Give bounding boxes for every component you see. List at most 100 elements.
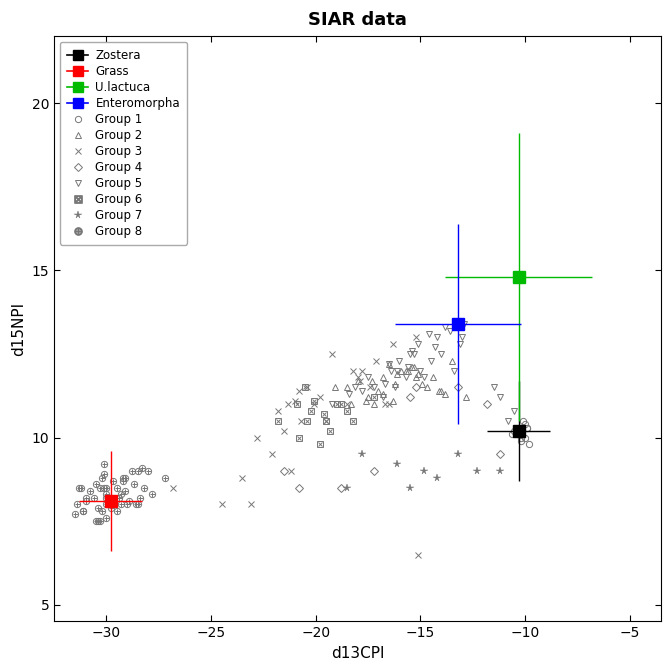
Group 7 [454,450,462,458]
Group 2 [370,400,378,408]
Group 4 [412,383,420,391]
Group 4 [337,484,345,492]
X-axis label: d13CPI: d13CPI [331,646,384,661]
Group 3 [385,400,393,408]
Group 3 [412,333,420,341]
Group 2 [374,386,382,394]
Group 5 [385,360,393,368]
Group 4 [295,484,303,492]
Group 5 [370,383,378,391]
Group 2 [362,396,370,405]
Group 2 [378,390,386,398]
Group 3 [316,393,324,401]
Group 1 [525,440,533,448]
Group 2 [410,364,418,372]
Group 5 [406,350,414,358]
Group 3 [297,417,305,425]
Group 5 [442,323,450,331]
Group 5 [437,350,446,358]
Group 3 [414,550,422,558]
Group 5 [489,383,497,391]
Group 3 [169,484,177,492]
Group 5 [395,357,403,365]
Group 2 [368,376,376,384]
Group 7 [358,450,366,458]
Group 7 [406,484,414,492]
Group 4 [370,467,378,475]
Group 5 [456,340,464,348]
Group 5 [504,417,512,425]
Group 3 [284,400,292,408]
Group 1 [517,433,525,442]
Group 2 [408,364,416,372]
Group 3 [358,367,366,375]
Group 3 [353,374,362,382]
Group 3 [267,450,276,458]
Group 2 [385,360,393,368]
Group 2 [437,386,446,394]
Group 2 [412,374,420,382]
Group 4 [280,467,288,475]
Group 5 [458,333,466,341]
Group 3 [303,383,311,391]
Group 2 [391,380,399,388]
Group 4 [454,383,462,391]
Group 3 [247,501,255,509]
Group 2 [442,390,450,398]
Group 5 [496,393,504,401]
Group 1 [517,437,525,445]
Group 5 [391,383,399,391]
Group 3 [349,367,358,375]
Group 3 [286,467,294,475]
Group 7 [343,484,351,492]
Group 5 [380,380,388,388]
Group 5 [378,393,386,401]
Group 2 [435,386,443,394]
Group 3 [310,400,318,408]
Group 5 [446,327,454,335]
Group 2 [364,393,372,401]
Group 5 [393,367,401,375]
Group 5 [358,386,366,394]
Group 3 [372,357,380,365]
Group 1 [519,417,527,425]
Group 3 [274,407,282,415]
Line: Group 7: Group 7 [343,450,503,491]
Group 2 [419,380,427,388]
Group 1 [523,423,531,431]
Group 5 [408,347,416,355]
Group 1 [521,433,529,442]
Group 3 [343,400,351,408]
Group 3 [366,383,374,391]
Line: Group 3: Group 3 [170,334,421,558]
Group 2 [402,367,410,375]
Group 5 [329,400,337,408]
Group 2 [448,357,456,365]
Group 5 [427,357,435,365]
Group 2 [393,370,401,378]
Group 2 [423,383,431,391]
Group 2 [347,400,355,408]
Group 7 [472,467,480,475]
Group 1 [521,420,529,428]
Group 3 [355,376,364,384]
Legend: Zostera, Grass, U.lactuca, Enteromorpha, Group 1, Group 2, Group 3, Group 4, Gro: Zostera, Grass, U.lactuca, Enteromorpha,… [60,42,187,245]
Group 2 [397,367,405,375]
Group 7 [393,460,401,468]
Group 5 [364,374,372,382]
Group 2 [378,374,386,382]
Line: Group 1: Group 1 [509,418,532,448]
Group 5 [402,374,410,382]
Group 3 [291,396,299,405]
Group 5 [433,333,441,341]
Group 5 [450,367,458,375]
Group 3 [218,501,226,509]
Group 3 [380,400,388,408]
Group 2 [462,393,470,401]
Group 5 [351,383,360,391]
Group 5 [410,350,418,358]
Group 2 [404,367,412,375]
Group 2 [389,396,397,405]
Group 5 [345,390,353,398]
Line: Group 4: Group 4 [282,385,502,490]
